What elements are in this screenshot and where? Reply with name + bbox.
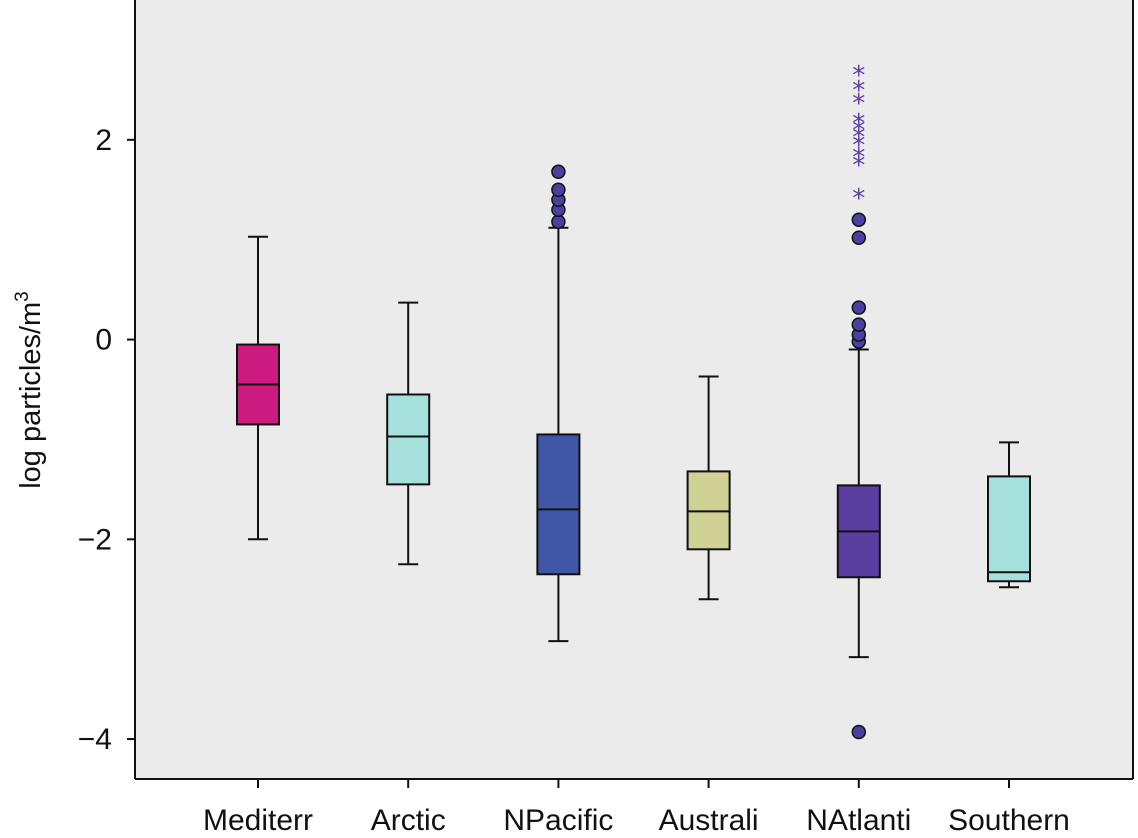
box-iqr — [536, 433, 581, 576]
extreme-point: * — [852, 123, 865, 153]
box-iqr — [386, 393, 431, 486]
box-natlanti: ********** — [836, 61, 881, 740]
outlier-point — [851, 230, 867, 245]
y-tick-label: 0 — [95, 324, 112, 357]
outlier-point — [551, 182, 566, 198]
outlier-point — [851, 300, 867, 315]
outlier-point — [851, 212, 867, 227]
extreme-point: * — [852, 151, 865, 181]
y-axis-title-superscript: 3 — [12, 291, 33, 302]
extreme-point: * — [852, 116, 865, 146]
y-tick-label: −4 — [78, 723, 112, 756]
outlier-point — [851, 317, 867, 332]
outlier-point — [551, 214, 566, 229]
extreme-point: * — [852, 131, 865, 161]
x-tick-label: Arctic — [371, 804, 446, 837]
box-southern — [987, 441, 1031, 589]
x-tick-label: NPacific — [503, 804, 613, 837]
x-tick-label: NAtlanti — [806, 804, 911, 837]
box-npacific — [536, 164, 581, 643]
extreme-point: * — [852, 89, 865, 119]
extreme-point: * — [852, 109, 865, 139]
plot-area — [135, 0, 1133, 779]
extreme-point: * — [852, 76, 865, 106]
x-tick-label: Southern — [948, 804, 1070, 837]
x-tick-label: Australi — [659, 804, 759, 837]
box-iqr — [987, 475, 1031, 583]
y-tick-label: 2 — [95, 124, 112, 157]
box-arctic — [386, 301, 431, 566]
y-axis-title-text: log particles/m — [15, 302, 47, 489]
extreme-point: * — [852, 61, 865, 91]
outlier-point — [851, 724, 867, 740]
extreme-point: * — [852, 184, 865, 214]
outlier-point — [551, 164, 566, 180]
x-tick-label: Mediterr — [203, 804, 313, 837]
box-mediterr — [236, 235, 280, 541]
box-australi — [686, 375, 731, 601]
y-tick-label: −2 — [78, 523, 112, 556]
y-axis-title: log particles/m3 — [12, 291, 47, 489]
extreme-point: * — [852, 143, 865, 173]
